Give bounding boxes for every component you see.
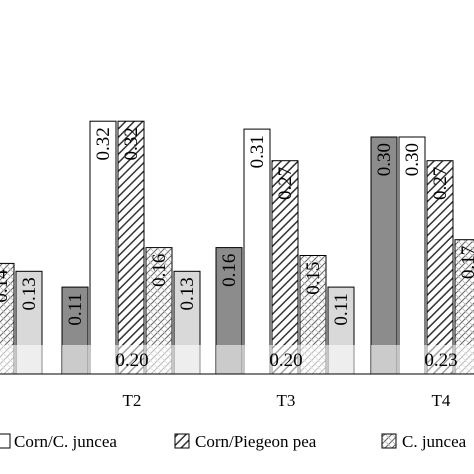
x-tick-label-t2: T2 <box>123 391 142 410</box>
legend-swatch-corn-c-juncea <box>0 433 11 449</box>
bar-label-t4-s3: 0.27 <box>430 167 451 200</box>
bar-label-t3-s3: 0.27 <box>275 167 296 200</box>
bar-label-t1-s4: 0.14 <box>0 269 12 303</box>
legend: Corn/C. juncea Corn/Piegeon pea C. junce… <box>0 432 467 451</box>
bar-label-t4-s1: 0.30 <box>374 143 395 176</box>
bar-labels-layer: 0.11 0.16 0.30 0.14 0.32 0.31 0.30 0.32 0.27 0.27… <box>0 127 474 325</box>
total-label-t3: 0.20 <box>269 350 302 371</box>
bar-label-t2-s3: 0.32 <box>121 127 142 160</box>
legend-label-corn-piegeon-pea: Corn/Piegeon pea <box>195 432 317 451</box>
legend-label-corn-c-juncea: Corn/C. juncea <box>14 432 117 451</box>
bar-label-t4-s4: 0.17 <box>458 246 474 279</box>
total-band-t3 <box>216 345 356 374</box>
legend-swatch-c-juncea <box>381 433 397 449</box>
x-tick-labels: T2 T3 T4 <box>123 391 451 410</box>
bar-t4-s1 <box>370 136 398 375</box>
bar-label-t2-s5: 0.13 <box>177 277 198 310</box>
legend-label-c-juncea: C. juncea <box>402 432 467 451</box>
bar-label-t3-s4: 0.15 <box>303 262 324 295</box>
total-band-t2 <box>62 345 202 374</box>
bar-label-t2-s4: 0.16 <box>149 254 170 287</box>
bar-t4-s2 <box>398 136 426 375</box>
bar-t2-s2 <box>89 120 117 375</box>
bar-label-t1-s5: 0.13 <box>19 277 40 310</box>
totals-layer: 0.20 0.20 0.23 <box>0 345 474 374</box>
x-tick-label-t4: T4 <box>432 391 451 410</box>
bar-label-t3-s2: 0.31 <box>247 135 268 168</box>
x-tick-label-t3: T3 <box>277 391 296 410</box>
total-label-t2: 0.20 <box>115 350 148 371</box>
total-band-t4 <box>371 345 474 374</box>
bar-label-t2-s1: 0.11 <box>65 293 86 326</box>
legend-swatch-corn-piegeon-pea <box>174 433 190 449</box>
bar-label-t3-s5: 0.11 <box>331 293 352 326</box>
bar-label-t2-s2: 0.32 <box>93 127 114 160</box>
total-band-t1 <box>0 345 44 374</box>
total-label-t4: 0.23 <box>424 350 457 371</box>
bar-label-t4-s2: 0.30 <box>402 143 423 176</box>
bar-label-t3-s1: 0.16 <box>219 254 240 287</box>
bar-t3-s3 <box>271 160 299 375</box>
